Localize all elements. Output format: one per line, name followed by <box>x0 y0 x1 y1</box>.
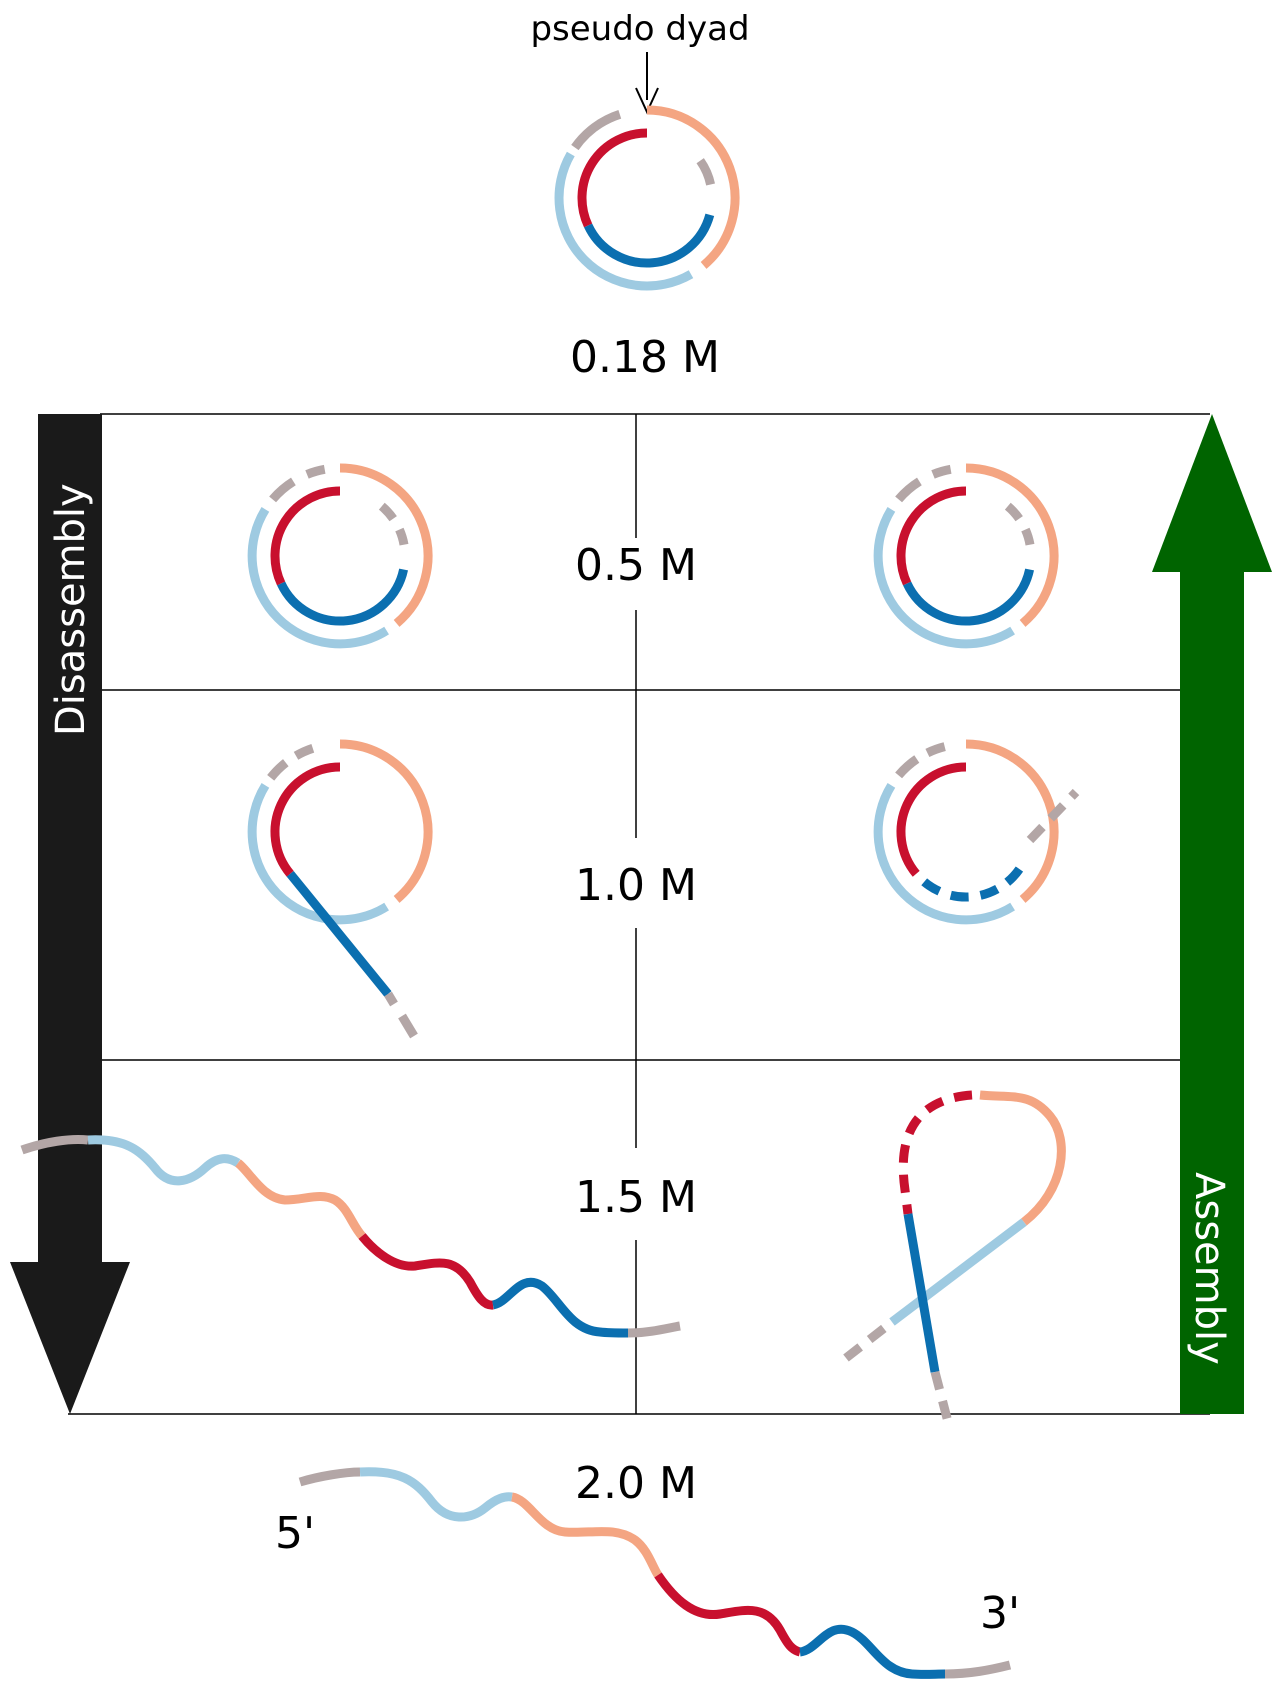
linker-dna-5prime <box>20 1135 89 1155</box>
linker-dna-5prime <box>571 110 622 151</box>
dna-segment-dark-blue <box>903 1213 940 1373</box>
linker-dna-5prime <box>298 1467 361 1487</box>
pseudo-dyad-label: pseudo dyad <box>530 9 749 49</box>
dna-segment-light-blue <box>873 783 1015 925</box>
linker-dna-3prime-dashed <box>1026 788 1080 844</box>
dna-segment-salmon <box>965 739 1059 903</box>
concentration-label-2: 1.0 M <box>575 860 697 911</box>
concentration-label-0: 0.18 M <box>570 332 720 383</box>
linker-dna-3prime <box>1021 527 1035 546</box>
concentration-label-4: 2.0 M <box>575 1458 697 1509</box>
concentration-label-1: 0.5 M <box>575 540 697 591</box>
dna-segment-red <box>654 1572 802 1657</box>
nucleosome-0.5M-disassembly <box>247 463 433 649</box>
linker-dna-3prime <box>627 1321 681 1338</box>
linker-dna-3prime-dash <box>378 502 397 522</box>
linker-dna-3prime <box>384 991 398 1007</box>
dna-segment-red <box>358 1233 494 1310</box>
dna-segment-light-blue <box>554 151 694 291</box>
dna-segment-red <box>896 762 967 877</box>
dna-segment-light-blue <box>87 1135 241 1186</box>
dna-segment-dark-blue <box>584 213 715 268</box>
dna-segment-dark-blue <box>277 568 409 626</box>
dna-segment-dark-blue <box>903 568 1035 626</box>
disassembly-label: Disassembly <box>48 483 94 736</box>
nucleosome-0.18M <box>554 105 740 291</box>
dna-segment-red <box>577 128 648 228</box>
assembly-arrow: Assembly <box>1152 414 1272 1414</box>
linker-dna-5prime-dash <box>305 464 326 479</box>
linker-dna-3prime-dash <box>1004 502 1023 522</box>
dna-segment-salmon <box>510 1492 662 1578</box>
five-prime-label: 5' <box>275 1508 315 1559</box>
dna-segment-dark-blue <box>798 1624 946 1679</box>
linker-dna-3prime <box>696 158 716 186</box>
assembly-label: Assembly <box>1186 1172 1232 1365</box>
dna-segment-light-blue <box>359 1467 513 1522</box>
grid <box>68 413 1210 1415</box>
dna-segment-dark-blue <box>491 1277 629 1338</box>
linker-dna-5prime-dash <box>931 464 952 479</box>
dna-segment-dark-blue <box>286 870 392 997</box>
disassembly-arrow: Disassembly <box>10 414 130 1414</box>
dna-segment-dark-blue-dashed <box>921 857 1029 902</box>
dna-segment-light-blue <box>873 507 1015 649</box>
dna-segment-salmon <box>339 463 433 627</box>
dna-segment-salmon <box>965 463 1059 627</box>
nucleosome-1.0M-assembly <box>873 739 1080 925</box>
three-prime-label: 3' <box>980 1588 1020 1639</box>
nucleosome-0.5M-assembly <box>873 463 1059 649</box>
dna-segment-light-blue <box>247 507 389 649</box>
linker-dna-5prime <box>895 477 922 503</box>
free-dna-1.5M <box>20 1135 681 1338</box>
disassembly-arrow-shaft <box>38 414 102 1264</box>
dna-segment-red <box>270 486 341 586</box>
nucleosome-1.0M-disassembly <box>247 739 433 1039</box>
linker-dna-3prime <box>395 527 409 546</box>
dna-segment-red <box>270 762 341 877</box>
dna-segment-salmon <box>235 1159 366 1240</box>
linker-dna-5prime <box>267 759 289 781</box>
assembly-arrow-shaft <box>1180 572 1244 1414</box>
linker-dna-5prime-dash <box>293 744 315 760</box>
linker-dna-3prime-dashed <box>930 1370 953 1424</box>
dna-segment-red <box>896 486 967 586</box>
dna-segment-light-blue <box>889 1218 1027 1326</box>
pseudo-dyad-arrow <box>635 52 659 115</box>
free-dna-2.0M <box>298 1467 1012 1679</box>
dna-segment-red-dashed <box>898 1090 973 1215</box>
disassembly-arrowhead <box>10 1262 130 1414</box>
concentration-label-3: 1.5 M <box>575 1172 697 1223</box>
dna-segment-salmon <box>339 739 433 903</box>
linker-dna-5prime-dashed <box>843 1318 895 1362</box>
dna-segment-salmon <box>979 1090 1066 1226</box>
linker-dna-5prime-dash <box>925 742 946 757</box>
linker-dna-5prime <box>895 755 920 779</box>
loop-dna-1.5M <box>843 1090 1066 1424</box>
linker-dna-3prime <box>944 1660 1012 1679</box>
linker-dna-5prime <box>269 477 296 503</box>
linker-dna-3prime-dash <box>398 1013 418 1039</box>
dna-segment-salmon <box>646 105 740 269</box>
dna-segment-light-blue <box>247 783 389 925</box>
dna-structures <box>20 105 1080 1679</box>
assembly-arrowhead <box>1152 414 1272 572</box>
